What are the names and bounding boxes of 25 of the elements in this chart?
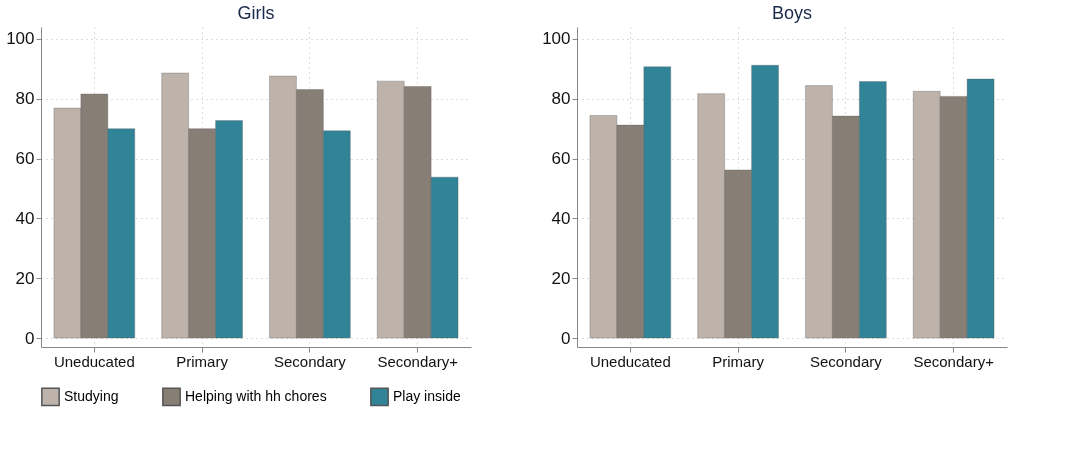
y-tick-label: 60 — [15, 149, 35, 169]
legend-label: Helping with hh chores — [185, 387, 327, 404]
y-tick-label: 80 — [551, 89, 571, 109]
legend-label: Studying — [64, 387, 119, 404]
legend-label: Play inside — [393, 387, 461, 404]
x-tick-label: Uneducated — [53, 352, 135, 370]
x-tick-label: Primary — [176, 352, 229, 370]
x-tick-label: Uneducated — [589, 352, 671, 370]
x-tick-label: Secondary+ — [377, 352, 459, 370]
y-tick-label: 40 — [15, 208, 35, 228]
x-tick-label: Secondary — [274, 352, 347, 370]
y-tick-label: 100 — [6, 29, 35, 49]
y-tick-label: 20 — [15, 268, 35, 288]
x-tick-label: Primary — [712, 352, 765, 370]
chart-title: Boys — [771, 3, 813, 23]
chart-title: Girls — [237, 3, 275, 23]
x-tick-label: Secondary+ — [913, 352, 995, 370]
y-tick-label: 60 — [551, 149, 571, 169]
y-tick-label: 100 — [542, 29, 571, 49]
x-tick-label: Secondary — [810, 352, 883, 370]
y-tick-label: 0 — [25, 328, 35, 348]
y-tick-label: 20 — [551, 268, 571, 288]
y-tick-label: 80 — [15, 89, 35, 109]
y-tick-label: 0 — [561, 328, 571, 348]
y-tick-label: 40 — [551, 208, 571, 228]
